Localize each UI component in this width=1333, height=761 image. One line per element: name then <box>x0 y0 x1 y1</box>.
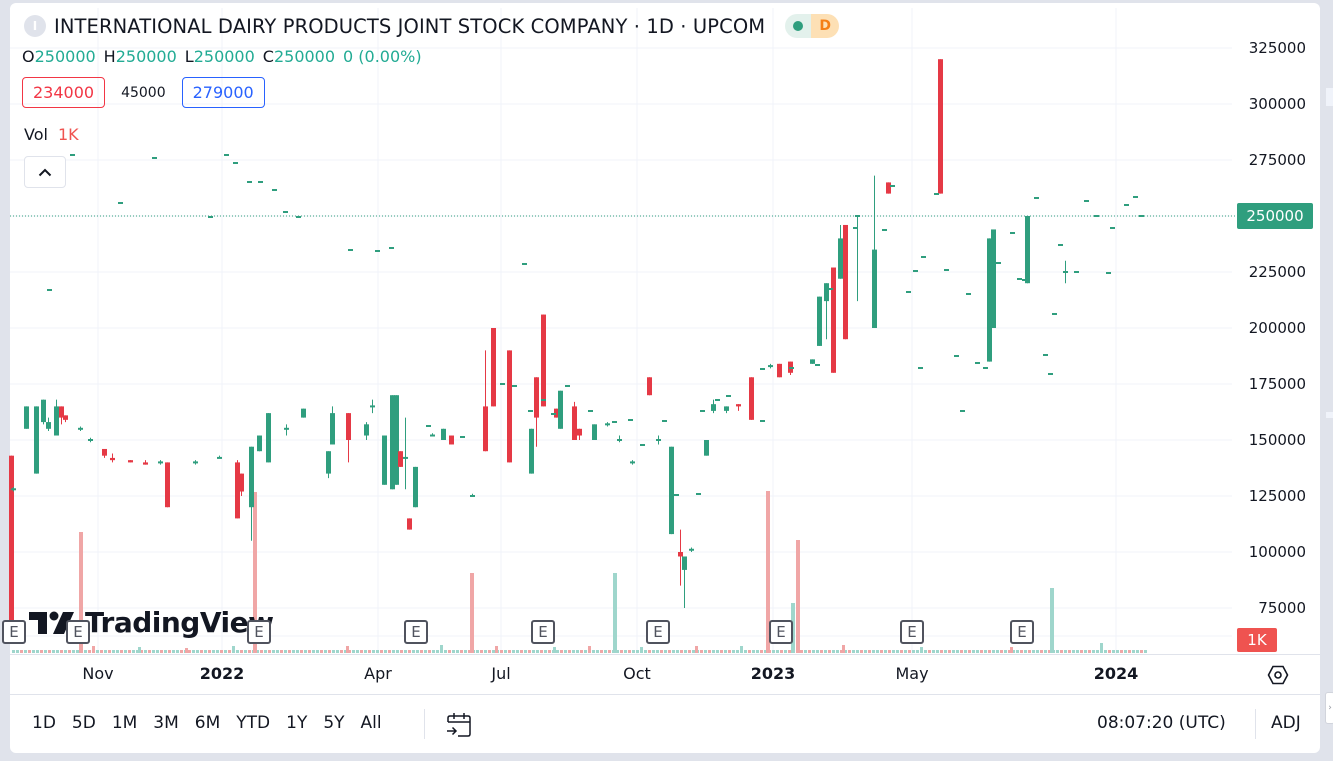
market-status-badge[interactable]: D <box>785 14 840 38</box>
time-axis-label: 2024 <box>1093 664 1139 683</box>
earnings-marker[interactable]: E <box>531 620 555 644</box>
volume-last-tag: 1K <box>1237 628 1277 652</box>
price-axis-label: 125000 <box>1248 487 1306 505</box>
collapse-legend-button[interactable] <box>24 156 66 188</box>
footer-separator-right <box>1255 709 1256 739</box>
volume-label: Vol <box>24 125 48 144</box>
high-value: 250000 <box>115 47 177 66</box>
ohlc-values: O250000 H250000 L250000 C250000 0 (0.00%… <box>22 47 422 66</box>
symbol-title[interactable]: INTERNATIONAL DAIRY PRODUCTS JOINT STOCK… <box>54 14 766 38</box>
footer-separator <box>424 709 425 739</box>
footer-divider <box>10 694 1320 695</box>
range-5d-button[interactable]: 5D <box>71 713 96 733</box>
volume-legend[interactable]: Vol 1K <box>24 125 79 144</box>
tradingview-wordmark: TradingView <box>85 606 274 639</box>
date-range-selector: 1D 5D 1M 3M 6M YTD 1Y 5Y All <box>32 713 398 733</box>
last-price-tag: 250000 <box>1237 203 1313 229</box>
close-label: C <box>262 47 274 66</box>
volume-value: 1K <box>57 125 79 144</box>
sell-price-button[interactable]: 234000 <box>22 77 106 108</box>
earnings-marker[interactable]: E <box>404 620 428 644</box>
price-axis-label: 175000 <box>1248 375 1306 393</box>
range-all-button[interactable]: All <box>360 713 382 733</box>
earnings-marker[interactable]: E <box>247 620 271 644</box>
open-value: 250000 <box>34 47 96 66</box>
adjust-dividends-toggle[interactable]: ADJ <box>1271 713 1301 733</box>
spread-value: 45000 <box>121 84 166 101</box>
price-axis-label: 150000 <box>1248 431 1306 449</box>
range-1y-button[interactable]: 1Y <box>286 713 308 733</box>
earnings-marker[interactable]: E <box>900 620 924 644</box>
time-axis-label: 2023 <box>750 664 796 683</box>
price-axis-label: 275000 <box>1248 151 1306 169</box>
price-axis-label: 100000 <box>1248 543 1306 561</box>
range-6m-button[interactable]: 6M <box>194 713 221 733</box>
time-axis-label: Jul <box>491 664 511 683</box>
time-axis-label: Nov <box>82 664 114 683</box>
tradingview-logo-icon <box>29 611 74 634</box>
settings-hexagon-icon <box>1267 665 1289 685</box>
time-axis-label: Oct <box>623 664 651 683</box>
earnings-marker[interactable]: E <box>646 620 670 644</box>
range-1d-button[interactable]: 1D <box>32 713 56 733</box>
price-axis-label: 75000 <box>1258 599 1306 617</box>
tradingview-watermark: TradingView <box>27 606 274 639</box>
chart-legend-header: I INTERNATIONAL DAIRY PRODUCTS JOINT STO… <box>24 14 840 38</box>
right-panel-toggle[interactable]: › <box>1325 692 1333 724</box>
time-axis-border <box>10 654 1320 655</box>
earnings-marker[interactable]: E <box>2 620 26 644</box>
chart-settings-button[interactable] <box>1266 663 1290 687</box>
buy-price-button[interactable]: 279000 <box>181 77 265 108</box>
calendar-goto-icon <box>447 713 471 737</box>
price-axis-label: 200000 <box>1248 319 1306 337</box>
high-label: H <box>103 47 116 66</box>
time-axis-label: 2022 <box>199 664 245 683</box>
open-label: O <box>22 47 35 66</box>
range-5y-button[interactable]: 5Y <box>323 713 345 733</box>
change-value: 0 (0.00%) <box>343 47 422 66</box>
earnings-marker[interactable]: E <box>769 620 793 644</box>
price-axis-label: 300000 <box>1248 95 1306 113</box>
price-axis-label: 225000 <box>1248 263 1306 281</box>
time-axis-label: Apr <box>364 664 392 683</box>
delayed-data-badge: D <box>811 14 840 38</box>
bid-ask-quote: 234000 45000 279000 <box>22 77 265 108</box>
chevron-up-icon <box>38 168 52 176</box>
utc-clock[interactable]: 08:07:20 (UTC) <box>1097 713 1226 733</box>
low-label: L <box>184 47 194 66</box>
low-value: 250000 <box>193 47 255 66</box>
earnings-marker[interactable]: E <box>66 620 90 644</box>
right-panel-edge <box>1326 0 1333 761</box>
range-1m-button[interactable]: 1M <box>111 713 138 733</box>
market-open-dot-icon <box>785 14 812 38</box>
close-value: 250000 <box>273 47 336 66</box>
earnings-marker[interactable]: E <box>1010 620 1034 644</box>
symbol-logo-icon: I <box>24 15 46 37</box>
range-ytd-button[interactable]: YTD <box>236 713 271 733</box>
time-axis-label: May <box>895 664 929 683</box>
price-axis-label: 325000 <box>1248 39 1306 57</box>
go-to-date-button[interactable] <box>444 710 474 740</box>
range-3m-button[interactable]: 3M <box>153 713 179 733</box>
